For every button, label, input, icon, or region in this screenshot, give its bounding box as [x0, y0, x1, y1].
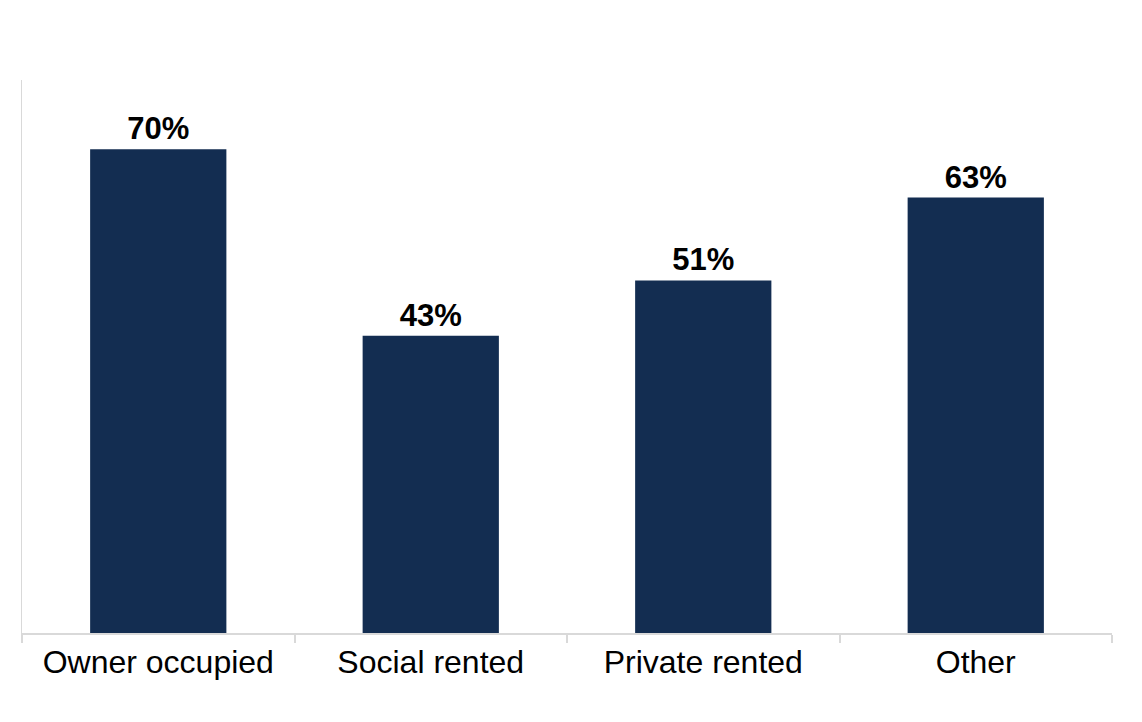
- svg-text:Social rented: Social rented: [337, 644, 524, 680]
- svg-text:43%: 43%: [400, 298, 462, 333]
- svg-text:63%: 63%: [945, 160, 1007, 195]
- svg-text:Other: Other: [936, 644, 1016, 680]
- svg-text:Private rented: Private rented: [604, 644, 803, 680]
- svg-text:51%: 51%: [672, 242, 734, 277]
- svg-text:70%: 70%: [127, 111, 189, 146]
- svg-text:Owner occupied: Owner occupied: [43, 644, 274, 680]
